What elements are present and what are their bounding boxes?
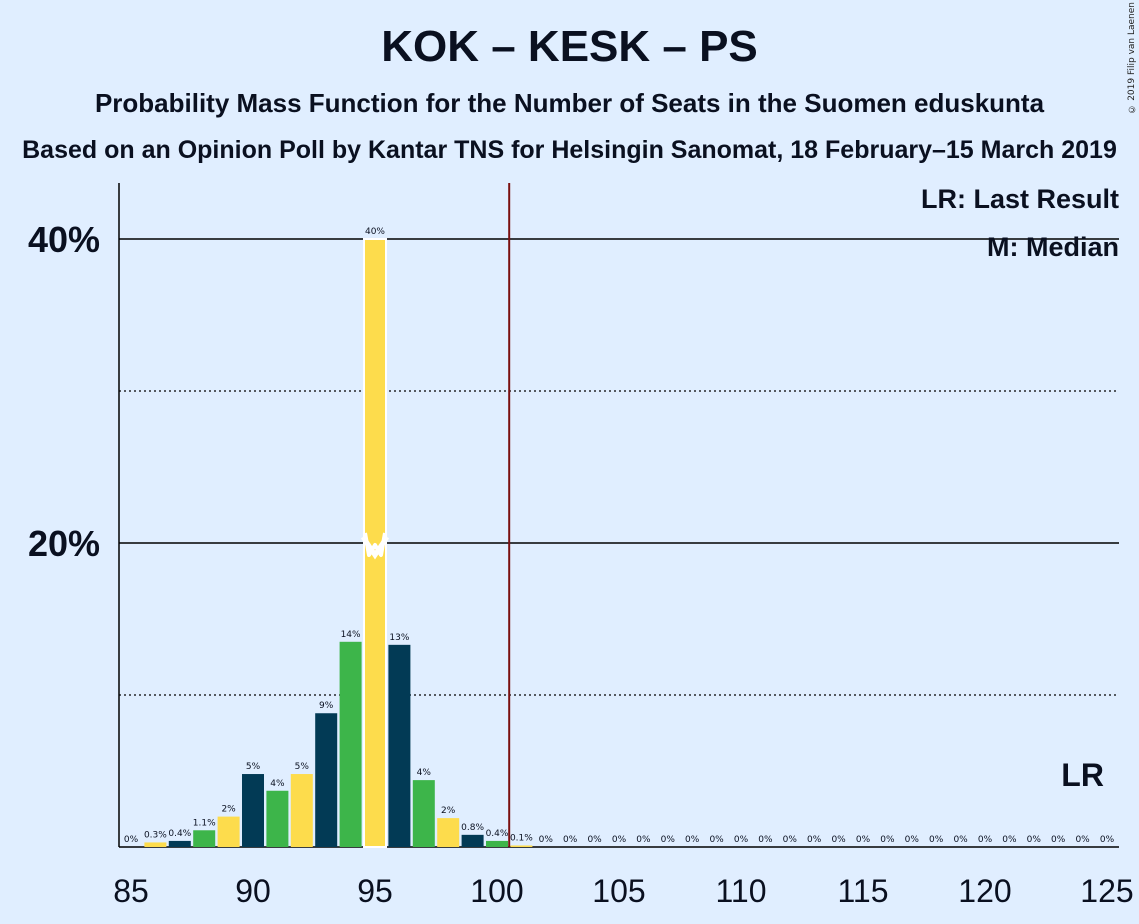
bar-label-119: 0%	[953, 835, 968, 845]
bar-seat-101	[510, 845, 533, 847]
bar-label-88: 1.1%	[193, 818, 216, 828]
chart-source-line: Based on an Opinion Poll by Kantar TNS f…	[22, 136, 1117, 164]
bar-label-125: 0%	[1100, 835, 1115, 845]
bar-seat-92	[290, 774, 313, 847]
bar-seat-96	[388, 644, 411, 847]
bar-label-110: 0%	[734, 835, 749, 845]
x-tick-label: 115	[837, 873, 888, 909]
bar-label-109: 0%	[709, 835, 724, 845]
bar-label-105: 0%	[612, 835, 627, 845]
bar-label-120: 0%	[978, 835, 993, 845]
bar-label-93: 9%	[319, 701, 334, 711]
bar-label-101: 0.1%	[510, 833, 533, 843]
bar-label-90: 5%	[246, 762, 261, 772]
y-tick-label: 20%	[28, 523, 100, 564]
bar-label-117: 0%	[905, 835, 920, 845]
bar-label-122: 0%	[1027, 835, 1042, 845]
bar-label-118: 0%	[929, 835, 944, 845]
bar-label-108: 0%	[685, 835, 700, 845]
bar-label-124: 0%	[1075, 835, 1090, 845]
bar-seat-99	[461, 834, 484, 847]
bar-label-95: 40%	[365, 227, 385, 237]
bar-label-116: 0%	[880, 835, 895, 845]
y-tick-label: 40%	[28, 219, 100, 260]
median-marker-v	[360, 535, 390, 560]
bar-seat-88	[193, 830, 216, 847]
bar-label-107: 0%	[661, 835, 676, 845]
x-tick-label: 85	[113, 873, 149, 909]
last-result-label: LR	[1061, 757, 1104, 793]
bar-label-103: 0%	[563, 835, 578, 845]
bar-label-86: 0.3%	[144, 830, 167, 840]
bar-label-87: 0.4%	[168, 829, 191, 839]
bar-seat-91	[266, 790, 289, 847]
bar-seat-89	[217, 816, 240, 847]
bar-label-85: 0%	[124, 835, 139, 845]
bar-seat-87	[168, 840, 191, 847]
bar-seat-93	[315, 713, 338, 847]
bar-label-92: 5%	[295, 762, 310, 772]
bar-label-91: 4%	[270, 779, 285, 789]
bar-label-97: 4%	[417, 768, 432, 778]
legend-last-result: LR: Last Result	[920, 184, 1119, 214]
x-tick-label: 100	[470, 873, 523, 909]
bar-label-89: 2%	[221, 805, 236, 815]
bar-label-100: 0.4%	[486, 829, 509, 839]
bar-label-106: 0%	[636, 835, 651, 845]
x-tick-label: 110	[715, 873, 766, 909]
bar-seat-100	[486, 840, 508, 847]
bar-seat-98	[437, 818, 460, 847]
bar-label-111: 0%	[758, 835, 773, 845]
x-tick-label: 95	[357, 873, 393, 909]
bar-label-94: 14%	[341, 630, 361, 640]
chart-title: KOK – KESK – PS	[381, 22, 758, 71]
bar-seat-90	[242, 774, 264, 847]
bar-label-99: 0.8%	[461, 823, 484, 833]
bar-label-115: 0%	[856, 835, 871, 845]
chart-subtitle: Probability Mass Function for the Number…	[94, 88, 1045, 118]
bar-label-114: 0%	[831, 835, 846, 845]
bar-label-104: 0%	[587, 835, 602, 845]
bar-label-123: 0%	[1051, 835, 1066, 845]
bar-seat-86	[144, 842, 167, 847]
bar-seat-94	[339, 641, 362, 847]
x-tick-label: 105	[592, 873, 645, 909]
legend-median: M: Median	[987, 232, 1119, 262]
bar-label-112: 0%	[783, 835, 798, 845]
x-tick-label: 120	[958, 873, 1011, 909]
x-tick-label: 90	[235, 873, 271, 909]
x-tick-label: 125	[1080, 873, 1133, 909]
bar-label-102: 0%	[539, 835, 554, 845]
bar-label-96: 13%	[389, 633, 409, 643]
bar-label-113: 0%	[807, 835, 822, 845]
bar-label-121: 0%	[1002, 835, 1017, 845]
bar-seat-97	[412, 780, 435, 847]
bar-label-98: 2%	[441, 806, 456, 816]
